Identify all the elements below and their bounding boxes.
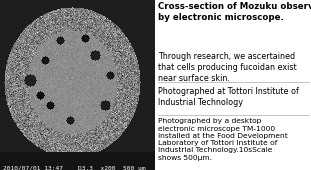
Text: 2010/07/01 13:47    D3.3  x200  500 um: 2010/07/01 13:47 D3.3 x200 500 um bbox=[3, 166, 146, 170]
Text: Cross-section of Mozuku observed
by electronic microscope.: Cross-section of Mozuku observed by elec… bbox=[158, 2, 311, 22]
Text: Through research, we ascertained
that cells producing fucoidan exist
near surfac: Through research, we ascertained that ce… bbox=[158, 52, 297, 83]
Text: Photographed by a desktop
electronic microscope TM-1000
installed at the Food De: Photographed by a desktop electronic mic… bbox=[158, 118, 288, 161]
Text: Photographed at Tottori Institute of
Industrial Technology: Photographed at Tottori Institute of Ind… bbox=[158, 87, 299, 107]
